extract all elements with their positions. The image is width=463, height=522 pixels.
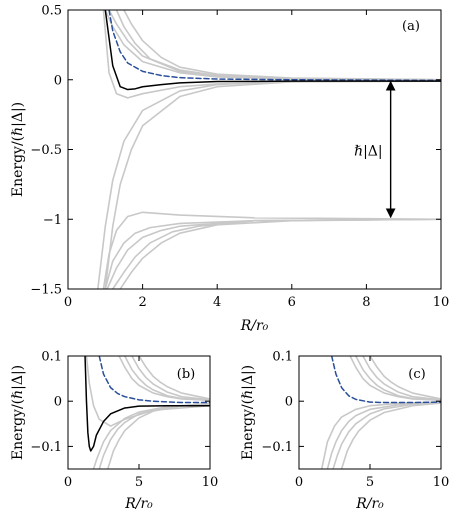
panel-b-frame bbox=[67, 355, 211, 470]
panel-c-label: (c) bbox=[408, 367, 425, 382]
panel-c-series bbox=[320, 356, 441, 469]
panel-a-xtick-label: 8 bbox=[362, 295, 370, 310]
panel-a-series-10-gray bbox=[104, 218, 441, 289]
panel-c-ylabel: Energy/(ℏ|Δ|) bbox=[240, 365, 256, 460]
panel-b-label: (b) bbox=[177, 367, 195, 382]
panel-a-series-9-gray bbox=[102, 211, 441, 289]
panel-a-series-7-gray bbox=[97, 79, 441, 289]
panel-b-series-1-blue-dashed bbox=[98, 356, 210, 404]
panel-a-series bbox=[97, 10, 441, 289]
panel-b-xtick-label: 5 bbox=[135, 475, 143, 490]
panel-a-xtick-label: 0 bbox=[64, 295, 72, 310]
panel-b-ylabel: Energy/(ℏ|Δ|) bbox=[10, 365, 26, 460]
panel-a-series-2-gray bbox=[104, 10, 441, 81]
panel-c-series-8-gray bbox=[340, 402, 441, 469]
panel-a-xtick-label: 10 bbox=[433, 295, 450, 310]
panel-b-series-0-black-solid bbox=[84, 356, 210, 452]
panel-a-series-13-gray bbox=[119, 218, 441, 289]
panel-a-series-0-black-solid bbox=[104, 10, 441, 91]
panel-a-series-4-gray bbox=[115, 10, 441, 81]
panel-a-ytick-label: 0.5 bbox=[41, 4, 62, 19]
panel-c-series-5-gray bbox=[320, 401, 441, 469]
panel-a-xlabel: R/r₀ bbox=[240, 318, 269, 334]
panel-c-series-7-gray bbox=[332, 401, 441, 469]
panel-a-xtick-label: 2 bbox=[138, 295, 146, 310]
panel-c-ytick-label: −0.1 bbox=[261, 440, 293, 455]
panel-a-xtick-label: 6 bbox=[288, 295, 296, 310]
panel-b-series-8-gray bbox=[98, 403, 210, 469]
panel-c-series-6-gray bbox=[326, 401, 441, 469]
panel-b-ytick-label: 0 bbox=[54, 395, 62, 410]
panel-a-series-3-gray bbox=[108, 10, 441, 81]
energy-gap-label: ℏ|Δ| bbox=[354, 144, 383, 160]
panel-a-series-12-gray bbox=[111, 218, 441, 289]
panel-c-series-1-gray bbox=[349, 356, 441, 402]
panel-a-series-11-gray bbox=[106, 218, 441, 289]
panel-b-series-5-gray bbox=[138, 356, 210, 400]
panel-a-xtick-label: 4 bbox=[213, 295, 221, 310]
panel-c-xtick-label: 10 bbox=[433, 475, 450, 490]
panel-a-ylabel: Energy/(ℏ|Δ|) bbox=[10, 102, 26, 197]
panel-a-ytick-label: 0 bbox=[54, 73, 62, 88]
panel-c-xtick-label: 0 bbox=[295, 475, 303, 490]
panel-a-series-1-blue-dashed bbox=[108, 10, 441, 82]
panel-b-xtick-label: 0 bbox=[64, 475, 72, 490]
panel-b: 0 5 10 −0.1 0 0.1 (b) R/r₀ Energy/(ℏ|Δ|) bbox=[10, 350, 218, 513]
panel-c-xlabel: R/r₀ bbox=[355, 496, 384, 512]
panel-b-series-3-gray bbox=[124, 356, 210, 402]
panel-a-ytick-label: −1.5 bbox=[30, 283, 62, 298]
panel-b-xtick-label: 10 bbox=[202, 475, 219, 490]
panel-a-ticks: 0 2 4 6 8 10 −1.5 −1 −0.5 0 0.5 bbox=[30, 4, 449, 311]
panel-c-ytick-label: 0 bbox=[285, 395, 293, 410]
panel-c-frame bbox=[298, 355, 442, 470]
panel-a-ytick-label: −1 bbox=[43, 213, 62, 228]
panel-a-label: (a) bbox=[402, 19, 420, 34]
panel-b-series bbox=[84, 356, 210, 469]
panel-c-series-3-gray bbox=[362, 356, 441, 401]
panel-b-series-4-gray bbox=[131, 356, 210, 401]
panel-a-ytick-label: −0.5 bbox=[30, 143, 62, 158]
panel-c-ticks: 0 5 10 −0.1 0 0.1 bbox=[261, 350, 449, 491]
panel-a-series-8-gray bbox=[104, 79, 441, 289]
panel-c-ytick-label: 0.1 bbox=[272, 350, 293, 365]
panel-c-series-2-gray bbox=[355, 356, 441, 402]
panel-a-series-5-gray bbox=[123, 10, 441, 81]
panel-a-frame bbox=[67, 9, 442, 290]
panel-b-series-9-gray bbox=[106, 402, 210, 469]
panel-c-xtick-label: 5 bbox=[366, 475, 374, 490]
panel-b-ytick-label: −0.1 bbox=[30, 440, 62, 455]
panel-b-series-2-gray bbox=[118, 356, 210, 402]
panel-b-ytick-label: 0.1 bbox=[41, 350, 62, 365]
panel-c-series-0-blue-dashed bbox=[330, 356, 441, 404]
panel-a: 0 2 4 6 8 10 −1.5 −1 −0.5 0 0.5 (a) R/r₀ Energy/(ℏ… bbox=[10, 4, 449, 335]
panel-b-xlabel: R/r₀ bbox=[124, 496, 153, 512]
panel-c-series-4-gray bbox=[369, 356, 441, 400]
panel-c: 0 5 10 −0.1 0 0.1 (c) R/r₀ Energy/(ℏ|Δ|) bbox=[240, 350, 449, 513]
